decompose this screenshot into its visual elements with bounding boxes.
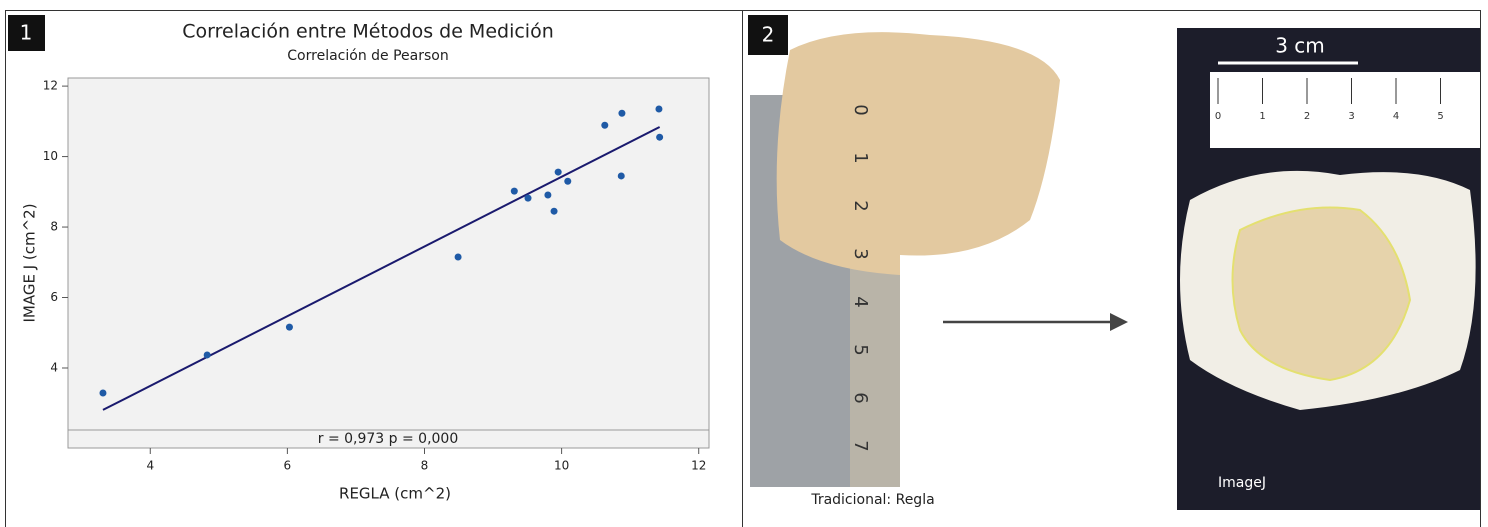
ruler-label: 5 [850, 344, 871, 355]
scale-ruler [1210, 72, 1480, 148]
caption: Tradicional: Regla [810, 492, 934, 508]
ruler-label: 2 [1304, 111, 1310, 122]
point [656, 134, 663, 141]
y-tick-label: 4 [50, 360, 58, 374]
plot-area [68, 78, 709, 448]
x-tick-label: 8 [421, 459, 429, 473]
ruler-label: 6 [850, 392, 871, 403]
ruler-label: 4 [1393, 111, 1399, 122]
y-tick-label: 10 [43, 149, 58, 163]
ruler-label: 1 [1259, 111, 1265, 122]
y-tick-label: 8 [50, 220, 58, 234]
ruler-label: 0 [1215, 111, 1221, 122]
point [564, 178, 571, 185]
ruler-label: 5 [1437, 111, 1443, 122]
point [525, 195, 532, 202]
ruler-label: 7 [850, 440, 871, 451]
ruler-label: 4 [850, 296, 871, 307]
ruler-label: 2 [850, 200, 871, 211]
panel-label: 2 [762, 23, 775, 47]
y-axis-label: IMAGE J (cm^2) [21, 203, 39, 322]
panel-label: 1 [20, 21, 33, 45]
y-tick-label: 6 [50, 290, 58, 304]
ruler-label: 0 [850, 104, 871, 115]
software-label: ImageJ [1218, 475, 1266, 491]
annotation: r = 0,973 p = 0,000 [318, 431, 459, 447]
point [618, 110, 625, 117]
point [286, 324, 293, 331]
x-tick-label: 6 [284, 459, 292, 473]
point [544, 191, 551, 198]
scale-label: 3 cm [1275, 34, 1325, 58]
ruler-label: 1 [850, 152, 871, 163]
ruler-label: 3 [1348, 111, 1354, 122]
point [511, 188, 518, 195]
point [555, 169, 562, 176]
figure: 1 Correlación entre Métodos de Medición … [0, 0, 1488, 527]
point [618, 172, 625, 179]
point [551, 208, 558, 215]
point [655, 106, 662, 113]
x-tick-label: 4 [146, 459, 154, 473]
chart-subtitle: Correlación de Pearson [287, 48, 448, 64]
x-axis-label: REGLA (cm^2) [339, 485, 451, 503]
point [455, 253, 462, 260]
point [204, 351, 211, 358]
x-tick-label: 10 [554, 459, 569, 473]
point [601, 122, 608, 129]
x-tick-label: 12 [691, 459, 706, 473]
ruler-label: 3 [850, 248, 871, 259]
y-tick-label: 12 [43, 79, 58, 93]
chart-title: Correlación entre Métodos de Medición [182, 21, 554, 43]
point [99, 390, 106, 397]
